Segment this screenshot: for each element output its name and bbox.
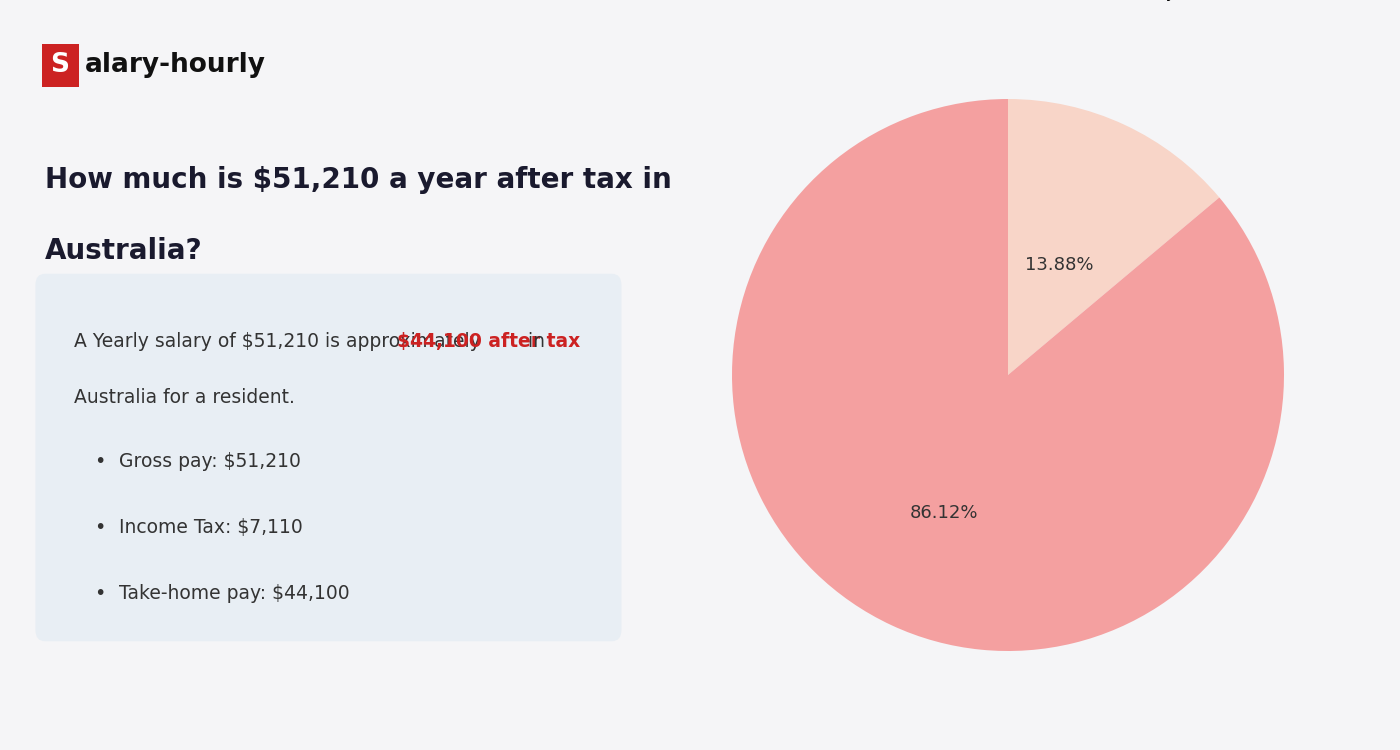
Text: Income Tax: $7,110: Income Tax: $7,110 <box>119 518 302 537</box>
Text: How much is $51,210 a year after tax in: How much is $51,210 a year after tax in <box>45 166 672 194</box>
Text: 86.12%: 86.12% <box>910 503 979 521</box>
FancyBboxPatch shape <box>42 44 78 87</box>
Text: Australia for a resident.: Australia for a resident. <box>74 388 295 407</box>
Wedge shape <box>1008 99 1219 375</box>
Text: 13.88%: 13.88% <box>1025 256 1093 274</box>
Text: alary-hourly: alary-hourly <box>85 53 266 78</box>
Text: •: • <box>94 584 105 603</box>
FancyBboxPatch shape <box>35 274 622 641</box>
Text: $44,100 after tax: $44,100 after tax <box>398 332 581 351</box>
Text: Gross pay: $51,210: Gross pay: $51,210 <box>119 452 301 471</box>
Text: Australia?: Australia? <box>45 237 203 266</box>
Legend: Income Tax, Take-home Pay: Income Tax, Take-home Pay <box>834 0 1182 8</box>
Wedge shape <box>732 99 1284 651</box>
Text: Take-home pay: $44,100: Take-home pay: $44,100 <box>119 584 350 603</box>
Text: S: S <box>50 53 70 78</box>
Text: in: in <box>522 332 546 351</box>
Text: •: • <box>94 518 105 537</box>
Text: •: • <box>94 452 105 471</box>
Text: A Yearly salary of $51,210 is approximately: A Yearly salary of $51,210 is approximat… <box>74 332 487 351</box>
